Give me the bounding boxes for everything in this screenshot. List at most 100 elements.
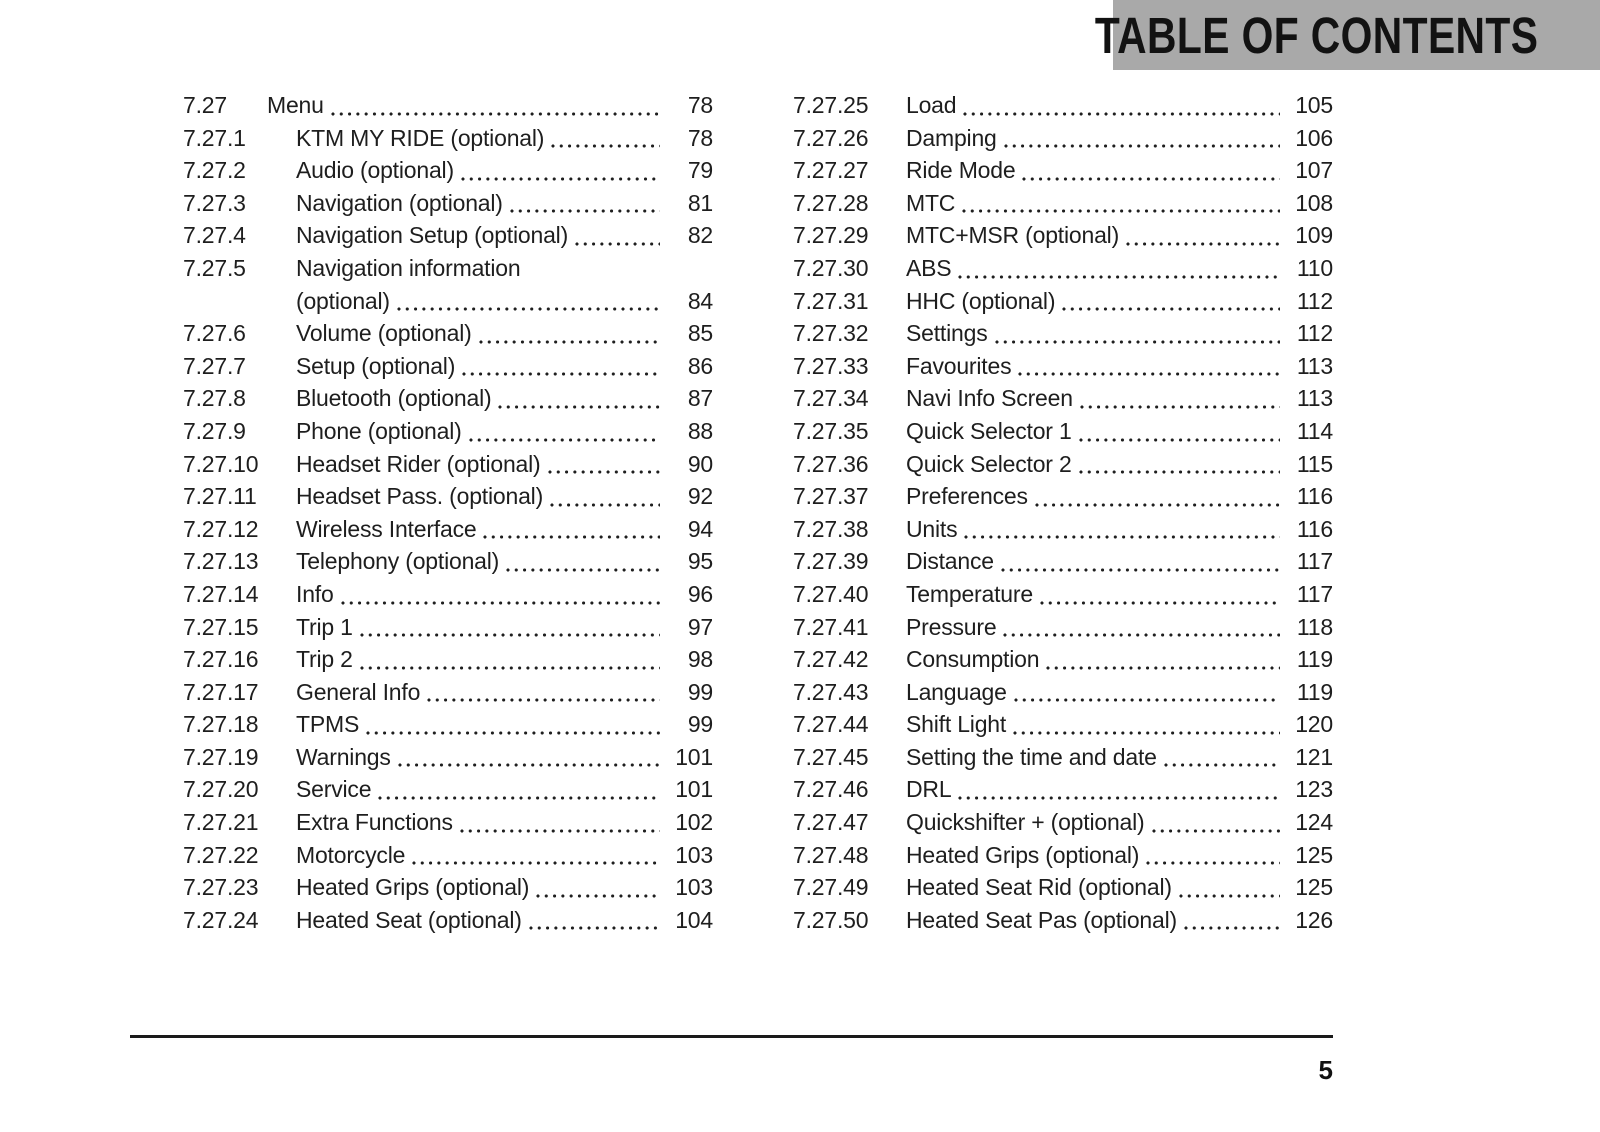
dot-leader [460, 176, 660, 181]
toc-entry-title: Heated Grips (optional) [296, 874, 530, 901]
toc-entry-title: Telephony (optional) [296, 548, 500, 575]
toc-entry-title: Language [906, 678, 1007, 705]
dot-leader [1039, 600, 1280, 605]
dot-leader [1146, 861, 1280, 866]
toc-entry-page: 104 [675, 906, 713, 933]
dot-leader [412, 861, 660, 866]
toc-entry-number: 7.27.18 [183, 711, 259, 738]
toc-entry-row: 7.27.32 Settings 112 [793, 317, 1333, 350]
toc-entry-page: 116 [1296, 515, 1333, 542]
toc-entry-page: 101 [675, 776, 713, 803]
toc-entry-title: Distance [906, 548, 994, 575]
toc-entry-title: Setup (optional) [296, 352, 456, 379]
toc-entry-page: 102 [675, 809, 713, 836]
dot-leader [528, 926, 660, 931]
toc-entry-number: 7.27.1 [183, 124, 246, 151]
toc-entry-row: 7.27.23 Heated Grips (optional) 103 [183, 871, 713, 904]
toc-entry-page: 108 [1295, 189, 1333, 216]
toc-entry-title: KTM MY RIDE (optional) [296, 124, 545, 151]
toc-entry-page: 94 [687, 515, 713, 542]
toc-entry-number: 7.27.36 [793, 450, 869, 477]
dot-leader [359, 633, 660, 638]
toc-entry-title: DRL [906, 776, 952, 803]
toc-entry-row: 7.27.6 Volume (optional) 85 [183, 317, 713, 350]
toc-entry-row: 7.27.11 Headset Pass. (optional) 92 [183, 480, 713, 513]
toc-entry-row: 7.27.47 Quickshifter + (optional) 124 [793, 806, 1333, 839]
dot-leader [1046, 665, 1280, 670]
dot-leader [359, 665, 660, 670]
toc-entry-row: 7.27.2 Audio (optional) 79 [183, 154, 713, 187]
toc-entry-row: 7.27.1 KTM MY RIDE (optional) 78 [183, 122, 713, 155]
toc-entry-row: 7.27.42 Consumption 119 [793, 643, 1333, 676]
toc-entry-title: ABS [906, 254, 952, 281]
toc-entry-title: Heated Seat Pas (optional) [906, 906, 1177, 933]
toc-entry-page: 125 [1295, 841, 1333, 868]
toc-entry-title: Pressure [906, 613, 997, 640]
toc-entry-title: Navigation Setup (optional) [296, 222, 569, 249]
toc-entry-row: 7.27.41 Pressure 118 [793, 611, 1333, 644]
toc-entry-page: 88 [687, 417, 713, 444]
dot-leader [964, 535, 1280, 540]
toc-entry-title: Info [296, 580, 334, 607]
toc-entry-row: 7.27.5 Navigation information [183, 252, 713, 285]
toc-entry-page: 103 [675, 874, 713, 901]
toc-entry-title: Settings [906, 320, 988, 347]
dot-leader [551, 144, 660, 149]
toc-entry-title: MTC+MSR (optional) [906, 222, 1120, 249]
toc-entry-page: 119 [1296, 646, 1333, 673]
toc-entry-title: Navigation (optional) [296, 189, 503, 216]
toc-entry-number: 7.27.34 [793, 385, 869, 412]
toc-column-right: 7.27.25 Load 105 7.27.26 Damping 106 7.27.27 Ri… [793, 89, 1333, 936]
toc-entry-number: 7.27.44 [793, 711, 869, 738]
toc-entry-number: 7.27.8 [183, 385, 246, 412]
toc-entry-number: 7.27.13 [183, 548, 259, 575]
dot-leader [1062, 307, 1280, 312]
toc-entry-row: 7.27.38 Units 116 [793, 513, 1333, 546]
toc-entry-number: 7.27.23 [183, 874, 259, 901]
toc-entry-number: 7.27.2 [183, 157, 246, 184]
toc-entry-number: 7.27.46 [793, 776, 869, 803]
toc-entry-number: 7.27.45 [793, 743, 869, 770]
toc-entry-number: 7.27.12 [183, 515, 259, 542]
toc-entry-page: 120 [1295, 711, 1333, 738]
toc-entry-number: 7.27.37 [793, 483, 869, 510]
toc-entry-number: 7.27.28 [793, 189, 869, 216]
toc-entry-row: 7.27.10 Headset Rider (optional) 90 [183, 448, 713, 481]
toc-entry-title: Headset Rider (optional) [296, 450, 541, 477]
toc-entry-number: 7.27.15 [183, 613, 259, 640]
toc-entry-number: 7.27.47 [793, 809, 869, 836]
dot-leader [1022, 176, 1280, 181]
toc-entry-row: 7.27.4 Navigation Setup (optional) 82 [183, 219, 713, 252]
toc-entry-number: 7.27.30 [793, 254, 869, 281]
toc-entry-title: Shift Light [906, 711, 1007, 738]
toc-entry-title: Consumption [906, 646, 1040, 673]
toc-entry-page: 118 [1296, 613, 1333, 640]
dot-leader [550, 502, 660, 507]
dot-leader [1000, 567, 1280, 572]
toc-entry-number: 7.27.25 [793, 92, 869, 118]
toc-entry-page: 87 [687, 385, 713, 412]
toc-entry-number: 7.27.41 [793, 613, 869, 640]
toc-entry-page: 92 [687, 483, 713, 510]
dot-leader [575, 241, 660, 246]
toc-entry-number: 7.27.42 [793, 646, 869, 673]
toc-entry-row: 7.27.14 Info 96 [183, 578, 713, 611]
toc-entry-number: 7.27.9 [183, 417, 246, 444]
toc-entry-number: 7.27.17 [183, 678, 259, 705]
toc-entry-title: General Info [296, 678, 421, 705]
dot-leader [366, 730, 660, 735]
toc-entry-row: 7.27.29 MTC+MSR (optional) 109 [793, 219, 1333, 252]
toc-entry-number: 7.27.29 [793, 222, 869, 249]
toc-entry-title: Phone (optional) [296, 417, 462, 444]
toc-entry-row: 7.27.28 MTC 108 [793, 187, 1333, 220]
toc-entry-title: Temperature [906, 580, 1033, 607]
toc-entry-number: 7.27.22 [183, 841, 259, 868]
toc-entry-row: 7.27.24 Heated Seat (optional) 104 [183, 904, 713, 937]
toc-entry-title: Favourites [906, 352, 1012, 379]
toc-entry-row: 7.27.40 Temperature 117 [793, 578, 1333, 611]
dot-leader [378, 796, 660, 801]
dot-leader [962, 209, 1280, 214]
dot-leader [462, 372, 660, 377]
toc-entry-row: 7.27.45 Setting the time and date 121 [793, 741, 1333, 774]
dot-leader [536, 893, 660, 898]
